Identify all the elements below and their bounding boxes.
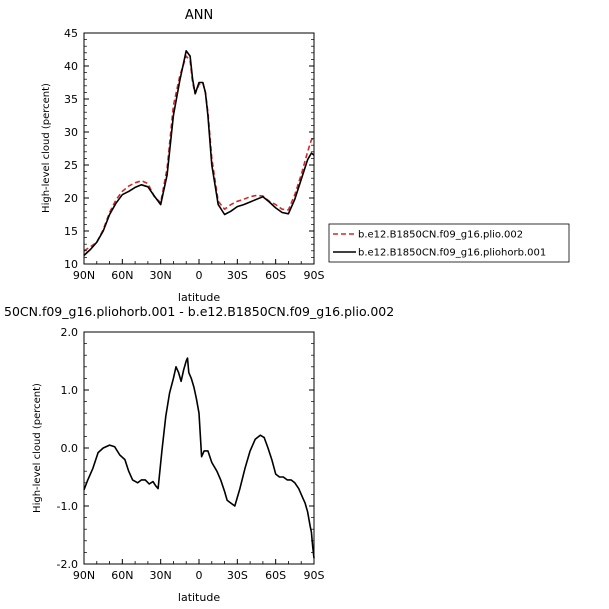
x-tick-label: 30S — [227, 269, 248, 282]
legend-entry-plio: b.e12.B1850CN.f09_g16.plio.002 — [358, 230, 523, 241]
chart-ticks: 90N 60N 30N 0 30S 60S 90S -2.0 -1.0 0.0 1.0 2.0 — [57, 326, 325, 582]
x-tick-label: 60N — [111, 269, 133, 282]
y-tick-label: -2.0 — [57, 558, 78, 571]
series-line-plio — [83, 55, 315, 252]
chart-annual-high-cloud: ANN 90N 60N 30N 0 30S 60S 90S1015202530354045 … — [41, 8, 570, 304]
chart-difference-high-cloud: 50CN.f09_g16.pliohorb.001 - b.e12.B1850C… — [4, 304, 394, 604]
x-tick-label: 90S — [304, 269, 325, 282]
series-line-pliohorb — [83, 49, 315, 256]
chart-title: ANN — [185, 8, 213, 23]
y-tick-label: 0.0 — [61, 442, 79, 455]
y-tick-label: 45 — [64, 27, 78, 40]
series-line-difference — [83, 357, 315, 559]
y-axis-label: High-level cloud (percent) — [41, 83, 52, 213]
chart-series-group — [83, 357, 315, 559]
x-tick-label: 90N — [73, 569, 95, 582]
chart-title: 50CN.f09_g16.pliohorb.001 - b.e12.B1850C… — [4, 304, 394, 319]
y-tick-label: 1.0 — [61, 384, 79, 397]
y-axis-label: High-level cloud (percent) — [32, 383, 43, 513]
x-tick-label: 30N — [150, 569, 172, 582]
x-tick-label: 30S — [227, 569, 248, 582]
y-tick-label: 2.0 — [61, 326, 79, 339]
x-tick-label: 0 — [196, 269, 203, 282]
y-tick-label: 30 — [64, 126, 78, 139]
x-tick-label: 90S — [304, 569, 325, 582]
x-tick-label: 30N — [150, 269, 172, 282]
plot-frame — [83, 331, 315, 565]
y-tick-label: 25 — [64, 159, 78, 172]
y-tick-label: 10 — [64, 258, 78, 271]
x-tick-label: 0 — [196, 569, 203, 582]
chart-ticks: 90N 60N 30N 0 30S 60S 90S 10 15 20 25 30 35 40 45 — [64, 27, 325, 282]
x-tick-label: 60S — [265, 569, 286, 582]
y-tick-label: 20 — [64, 192, 78, 205]
x-tick-label: 60S — [265, 269, 286, 282]
x-axis-label: latitude — [178, 591, 220, 604]
legend-box — [328, 223, 570, 263]
y-tick-label: 35 — [64, 93, 78, 106]
x-tick-label: 90N — [73, 269, 95, 282]
chart-series-group — [83, 49, 315, 256]
legend-entry-pliohorb: b.e12.B1850CN.f09_g16.pliohorb.001 — [358, 248, 546, 259]
x-tick-label: 60N — [111, 569, 133, 582]
y-tick-label: 40 — [64, 60, 78, 73]
x-axis-label: latitude — [178, 291, 220, 304]
plot-frame — [83, 32, 315, 265]
y-tick-label: -1.0 — [57, 500, 78, 513]
chart-legend: b.e12.B1850CN.f09_g16.plio.002 b.e12.B18… — [328, 223, 570, 263]
y-tick-label: 15 — [64, 225, 78, 238]
